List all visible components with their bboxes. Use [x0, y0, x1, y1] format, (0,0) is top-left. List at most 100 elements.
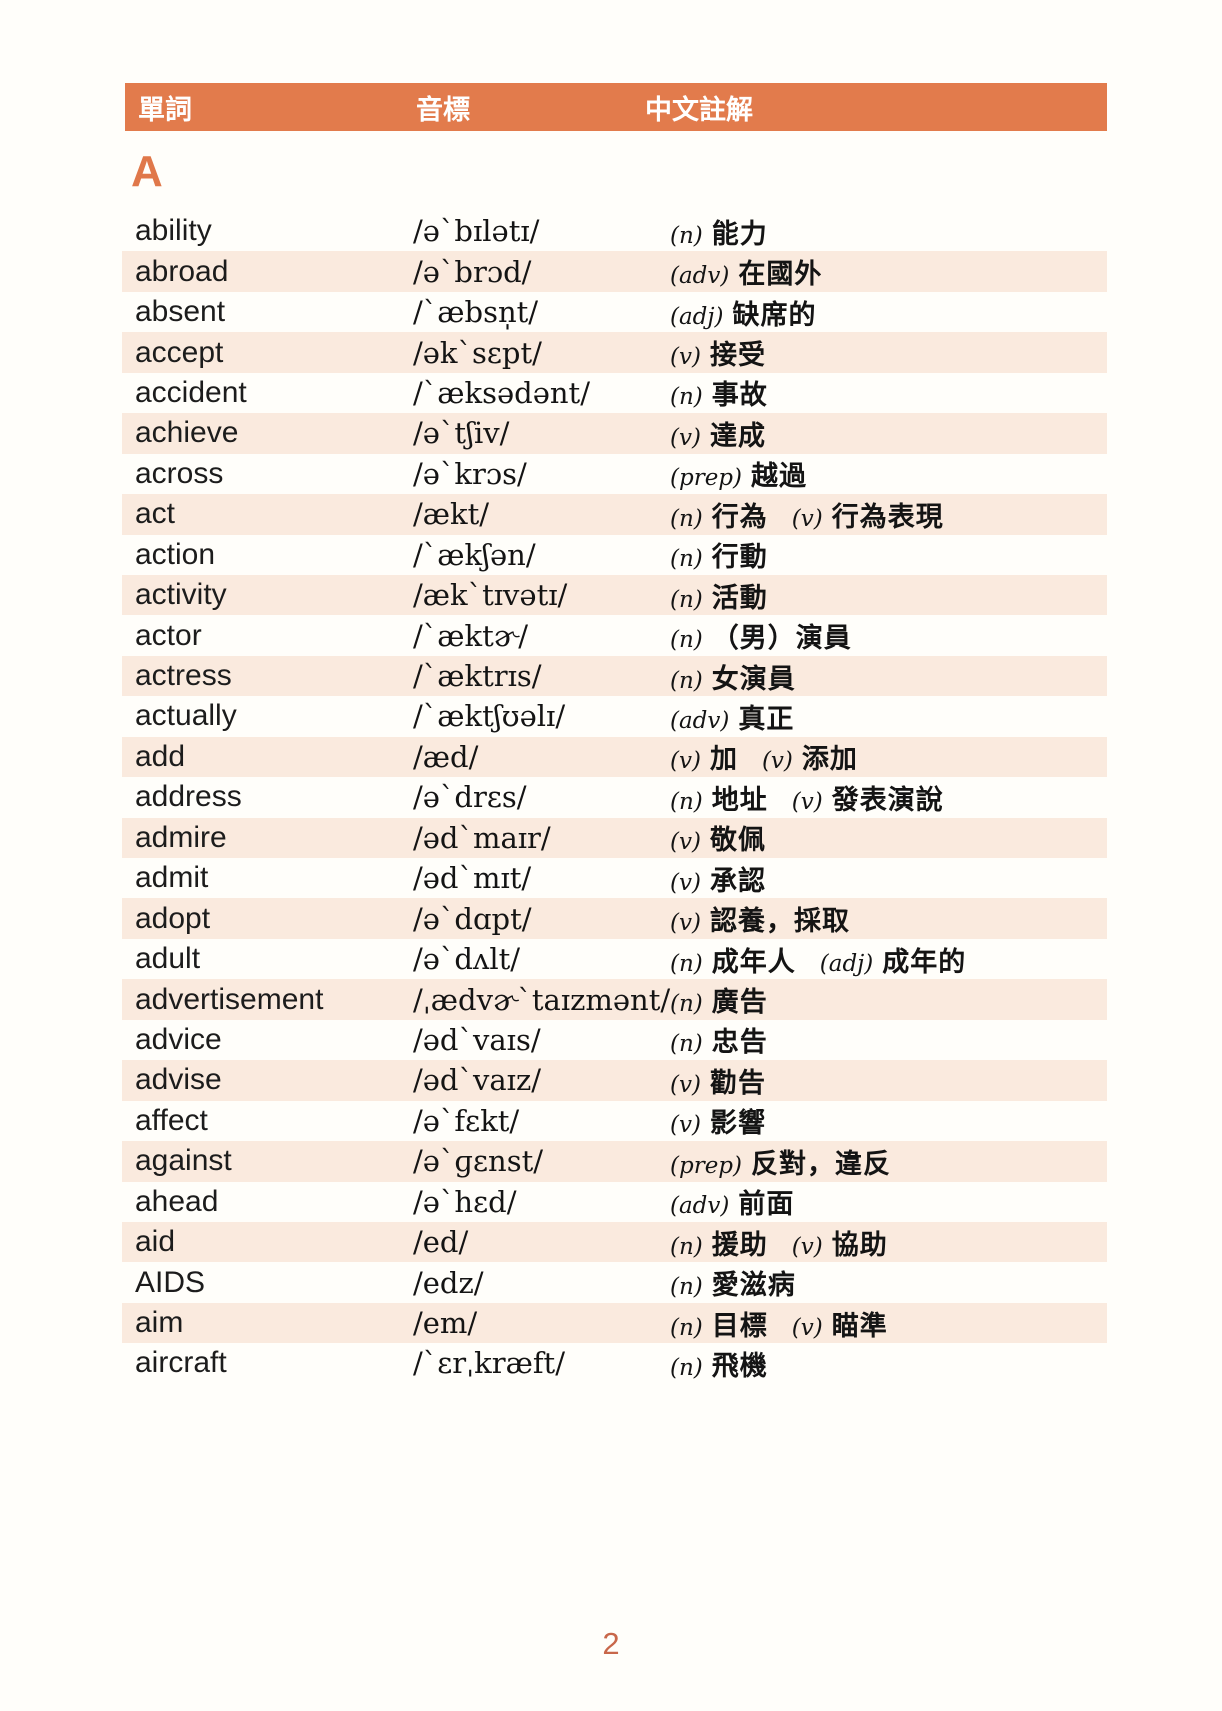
table-row: aircraft /`ɛrˌkræft/ (n) 飛機: [122, 1343, 1107, 1383]
part-of-speech-label: (n): [670, 667, 703, 694]
phonetic-text: /ed/: [413, 1225, 469, 1260]
part-of-speech-label: (n): [670, 586, 703, 613]
chinese-gloss: 援助: [711, 1229, 768, 1261]
part-of-speech-label: (adv): [670, 1193, 730, 1220]
table-row: AIDS/edz/ (n) 愛滋病: [122, 1262, 1107, 1302]
phonetic-text: /`æktʃʊəlɪ/: [413, 699, 566, 734]
table-row: advice/əd`vaɪs/ (n) 忠告: [122, 1020, 1107, 1060]
part-of-speech-label: (n): [670, 222, 703, 249]
sense-entry: (n) 能力: [670, 212, 768, 251]
chinese-gloss: 忠告: [711, 1027, 768, 1059]
sense-entry: (prep) 越過: [670, 454, 807, 493]
word-text: admit: [135, 861, 209, 895]
chinese-annotation: (adv) 前面: [670, 1182, 1107, 1221]
table-row: aim/em/ (n) 目標 (v) 瞄準: [122, 1302, 1107, 1344]
chinese-annotation: (v) 影響: [670, 1101, 1107, 1140]
part-of-speech-label: (v): [670, 1112, 701, 1139]
table-row: address/ə`drɛs/ (n) 地址 (v) 發表演說: [122, 777, 1107, 817]
word-text: abroad: [135, 254, 229, 288]
sense-entry: (n) 行動: [670, 535, 768, 574]
part-of-speech-label: (adv): [670, 263, 730, 290]
section-letter-a: A: [131, 147, 163, 196]
sense-entry: (n) 愛滋病: [670, 1263, 796, 1302]
chinese-annotation: (v) 敬佩: [670, 818, 1107, 857]
word-text: accident: [135, 375, 247, 409]
chinese-gloss: 成年的: [882, 946, 967, 978]
chinese-annotation: (adv) 在國外: [670, 252, 1107, 291]
table-row: actually /`æktʃʊəlɪ/ (adv) 真正: [122, 696, 1107, 736]
word-text: accept: [135, 335, 224, 369]
sense-entry: (v) 加: [670, 737, 738, 776]
chinese-annotation: (n) 目標 (v) 瞄準: [670, 1304, 1107, 1343]
table-row: advise/əd`vaɪz/ (v) 勸告: [122, 1060, 1107, 1101]
chinese-gloss: 發表演說: [831, 784, 944, 816]
chinese-annotation: (n) 成年人 (adj) 成年的: [670, 940, 1107, 979]
phonetic-text: /ə`krɔs/: [413, 456, 527, 491]
table-row: admit/əd`mɪt/ (v) 承認: [122, 858, 1107, 898]
word-text: adopt: [135, 901, 211, 935]
word-text: against: [135, 1144, 232, 1178]
sense-entry: (adv) 真正: [670, 697, 794, 736]
word-text: achieve: [135, 416, 239, 450]
phonetic-text: /`æbsn̩t/: [413, 295, 539, 330]
table-row: activity/æk`tɪvətɪ/ (n) 活動: [122, 574, 1107, 616]
chinese-annotation: (adj) 缺席的: [670, 293, 1107, 332]
chinese-annotation: (n) 愛滋病: [670, 1263, 1107, 1302]
chinese-annotation: (v) 加 (v) 添加: [670, 737, 1107, 776]
chinese-gloss: 影響: [709, 1108, 766, 1140]
sense-entry: (v) 添加: [738, 737, 858, 776]
phonetic-text: /ək`sɛpt/: [413, 335, 542, 370]
table-row: accept/ək`sɛpt/ (v) 接受: [122, 332, 1107, 373]
sense-entry: (n) 行為: [670, 495, 768, 534]
phonetic-text: /ækt/: [413, 497, 490, 532]
part-of-speech-label: (n): [670, 950, 703, 977]
sense-entry: (adj) 成年的: [796, 940, 967, 979]
table-row: adult/ə`dʌlt/ (n) 成年人 (adj) 成年的: [122, 939, 1107, 979]
part-of-speech-label: (v): [670, 344, 701, 371]
phonetic-text: /`ɛrˌkræft/: [413, 1346, 565, 1381]
sense-entry: (v) 行為表現: [768, 495, 944, 534]
chinese-annotation: (v) 勸告: [670, 1061, 1107, 1100]
chinese-gloss: 愛滋病: [711, 1270, 796, 1302]
chinese-gloss: 女演員: [711, 663, 796, 695]
word-text: AIDS: [135, 1265, 206, 1299]
part-of-speech-label: (n): [670, 991, 703, 1018]
chinese-gloss: 認養，採取: [709, 906, 850, 938]
chinese-gloss: 地址: [711, 784, 768, 816]
chinese-gloss: 行動: [711, 542, 768, 574]
chinese-gloss: 敬佩: [709, 825, 766, 857]
chinese-gloss: 飛機: [711, 1350, 768, 1382]
phonetic-text: /ə`brɔd/: [413, 254, 532, 289]
chinese-annotation: (n) 援助 (v) 協助: [670, 1223, 1107, 1262]
part-of-speech-label: (n): [670, 1314, 703, 1341]
chinese-annotation: (n) 地址 (v) 發表演說: [670, 778, 1107, 817]
chinese-gloss: 在國外: [738, 259, 823, 291]
sense-entry: (adj) 缺席的: [670, 293, 817, 332]
word-text: actress: [135, 659, 232, 693]
phonetic-text: /`æktrɪs/: [413, 659, 542, 694]
chinese-gloss: 反對，違反: [751, 1148, 891, 1180]
word-text: actually: [135, 699, 237, 733]
chinese-annotation: (n) 事故: [670, 373, 1107, 412]
chinese-annotation: (n) 行動: [670, 535, 1107, 574]
chinese-gloss: 成年人: [711, 946, 796, 978]
sense-entry: (v) 承認: [670, 859, 766, 898]
part-of-speech-label: (n): [670, 1031, 703, 1058]
word-text: aircraft: [135, 1346, 227, 1380]
word-text: aid: [135, 1225, 176, 1259]
word-text: affect: [135, 1103, 208, 1137]
chinese-annotation: (adv) 真正: [670, 697, 1107, 736]
part-of-speech-label: (adj): [819, 950, 874, 977]
word-text: across: [135, 456, 224, 490]
chinese-gloss: （男）演員: [711, 623, 852, 655]
phonetic-text: /ə`drɛs/: [413, 780, 527, 815]
chinese-annotation: (n) 忠告: [670, 1020, 1107, 1059]
table-header-bar: 單詞 音標 中文註解: [125, 83, 1107, 131]
header-word-column-label: 單詞: [138, 94, 192, 125]
phonetic-text: /ə`fɛkt/: [413, 1103, 520, 1138]
chinese-annotation: (prep) 反對，違反: [670, 1142, 1107, 1181]
chinese-gloss: 瞄準: [831, 1310, 888, 1342]
sense-entry: (adv) 前面: [670, 1182, 794, 1221]
phonetic-text: /ə`hɛd/: [413, 1184, 517, 1219]
sense-entry: (n) 飛機: [670, 1344, 768, 1383]
